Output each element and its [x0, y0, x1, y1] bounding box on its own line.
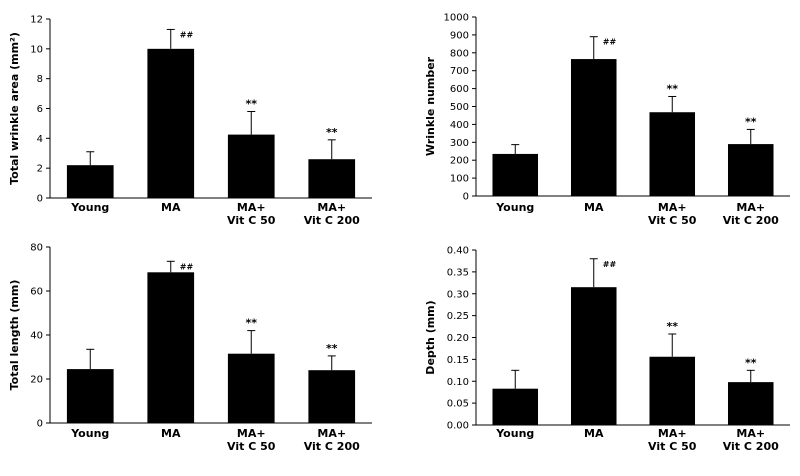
- bar: [227, 353, 275, 423]
- x-category-label: Vit C 50: [227, 214, 276, 227]
- y-tick-label: 40: [30, 331, 43, 342]
- significance-marker: **: [245, 97, 257, 110]
- x-category-label: MA: [161, 201, 181, 214]
- y-tick-label: 200: [450, 156, 469, 167]
- x-category-label: Vit C 50: [227, 440, 276, 453]
- bar: [649, 356, 696, 425]
- y-tick-label: 12: [30, 15, 43, 26]
- bar: [66, 165, 114, 198]
- y-tick-label: 80: [30, 243, 43, 254]
- y-tick-label: 900: [450, 30, 469, 41]
- significance-marker: **: [666, 320, 678, 333]
- y-tick-label: 8: [37, 74, 43, 85]
- y-tick-label: 700: [450, 66, 469, 77]
- y-tick-label: 800: [450, 48, 469, 59]
- y-tick-label: 300: [450, 138, 469, 149]
- significance-marker: ##: [180, 30, 194, 39]
- x-category-label: MA+: [658, 427, 687, 440]
- significance-marker: **: [745, 115, 757, 128]
- x-category-label: MA+: [736, 427, 765, 440]
- y-tick-label: 10: [30, 44, 43, 55]
- bar: [570, 59, 617, 196]
- x-category-label: MA+: [317, 201, 346, 214]
- chart-panel-2: 0 100 200 300 400 500 600 700 800 900 1000 Wrinkle …: [424, 13, 790, 227]
- y-axis-title: Depth (mm): [424, 300, 437, 374]
- bar: [492, 388, 539, 425]
- x-category-label: MA+: [237, 427, 266, 440]
- bar: [727, 144, 774, 196]
- significance-marker: **: [326, 342, 338, 355]
- y-axis-title: Total wrinkle area (mm²): [8, 32, 21, 185]
- y-tick-label: 4: [37, 134, 43, 145]
- y-axis-title: Total length (mm): [8, 280, 21, 391]
- bar: [147, 48, 195, 199]
- x-category-label: MA: [584, 427, 604, 440]
- y-tick-label: 20: [30, 375, 43, 386]
- bar: [570, 287, 617, 425]
- y-tick-label: 0.00: [447, 421, 469, 432]
- bar: [227, 134, 275, 198]
- chart-panel-4: 0.00 0.05 0.10 0.15 0.20 0.25 0.30 0.35 0.40 Dept…: [424, 246, 790, 453]
- significance-marker: **: [666, 82, 678, 95]
- y-tick-label: 60: [30, 287, 43, 298]
- y-tick-label: 0: [37, 194, 43, 205]
- y-tick-label: 6: [37, 104, 43, 115]
- chart-panel-3: 0 20 40 60 80 Total length (mm) Young ## MA ** MA+…: [8, 243, 372, 453]
- y-tick-label: 0.30: [447, 289, 469, 300]
- y-tick-label: 400: [450, 120, 469, 131]
- significance-marker: ##: [603, 260, 617, 269]
- x-category-label: Vit C 200: [304, 214, 360, 227]
- significance-marker: ##: [603, 38, 617, 47]
- x-category-label: MA: [584, 201, 604, 214]
- x-category-label: MA: [161, 427, 181, 440]
- significance-marker: ##: [180, 262, 194, 271]
- y-tick-label: 1000: [444, 13, 469, 24]
- significance-marker: **: [245, 317, 257, 330]
- x-category-label: Young: [70, 427, 109, 440]
- y-tick-label: 100: [450, 174, 469, 185]
- bar: [66, 369, 114, 423]
- x-category-label: Young: [70, 201, 109, 214]
- x-category-label: Vit C 50: [648, 440, 697, 453]
- y-tick-label: 0.20: [447, 333, 469, 344]
- y-axis-title: Wrinkle number: [424, 56, 437, 156]
- x-category-label: Vit C 200: [304, 440, 360, 453]
- y-tick-label: 0: [463, 192, 469, 203]
- bar: [727, 382, 774, 425]
- chart-panel-1: 0 2 4 6 8 10 12 Total wrinkle area (mm²) Young ##…: [8, 15, 372, 227]
- y-tick-label: 0.40: [447, 246, 469, 257]
- y-tick-label: 600: [450, 84, 469, 95]
- x-category-label: Vit C 200: [723, 440, 779, 453]
- significance-marker: **: [745, 356, 757, 369]
- bar: [649, 112, 696, 196]
- y-tick-label: 0: [37, 419, 43, 430]
- x-category-label: MA+: [736, 201, 765, 214]
- x-category-label: Young: [495, 201, 534, 214]
- y-tick-label: 0.05: [447, 399, 469, 410]
- significance-marker: **: [326, 126, 338, 139]
- bar: [492, 153, 539, 196]
- x-category-label: MA+: [658, 201, 687, 214]
- bar: [308, 159, 356, 198]
- x-category-label: Vit C 200: [723, 214, 779, 227]
- y-tick-label: 2: [37, 164, 43, 175]
- bar: [308, 370, 356, 423]
- x-category-label: Vit C 50: [648, 214, 697, 227]
- x-category-label: Young: [495, 427, 534, 440]
- y-tick-label: 0.15: [447, 355, 469, 366]
- bar: [147, 272, 195, 423]
- y-tick-label: 500: [450, 102, 469, 113]
- x-category-label: MA+: [237, 201, 266, 214]
- y-tick-label: 0.35: [447, 267, 469, 278]
- y-tick-label: 0.25: [447, 311, 469, 322]
- x-category-label: MA+: [317, 427, 346, 440]
- y-tick-label: 0.10: [447, 377, 469, 388]
